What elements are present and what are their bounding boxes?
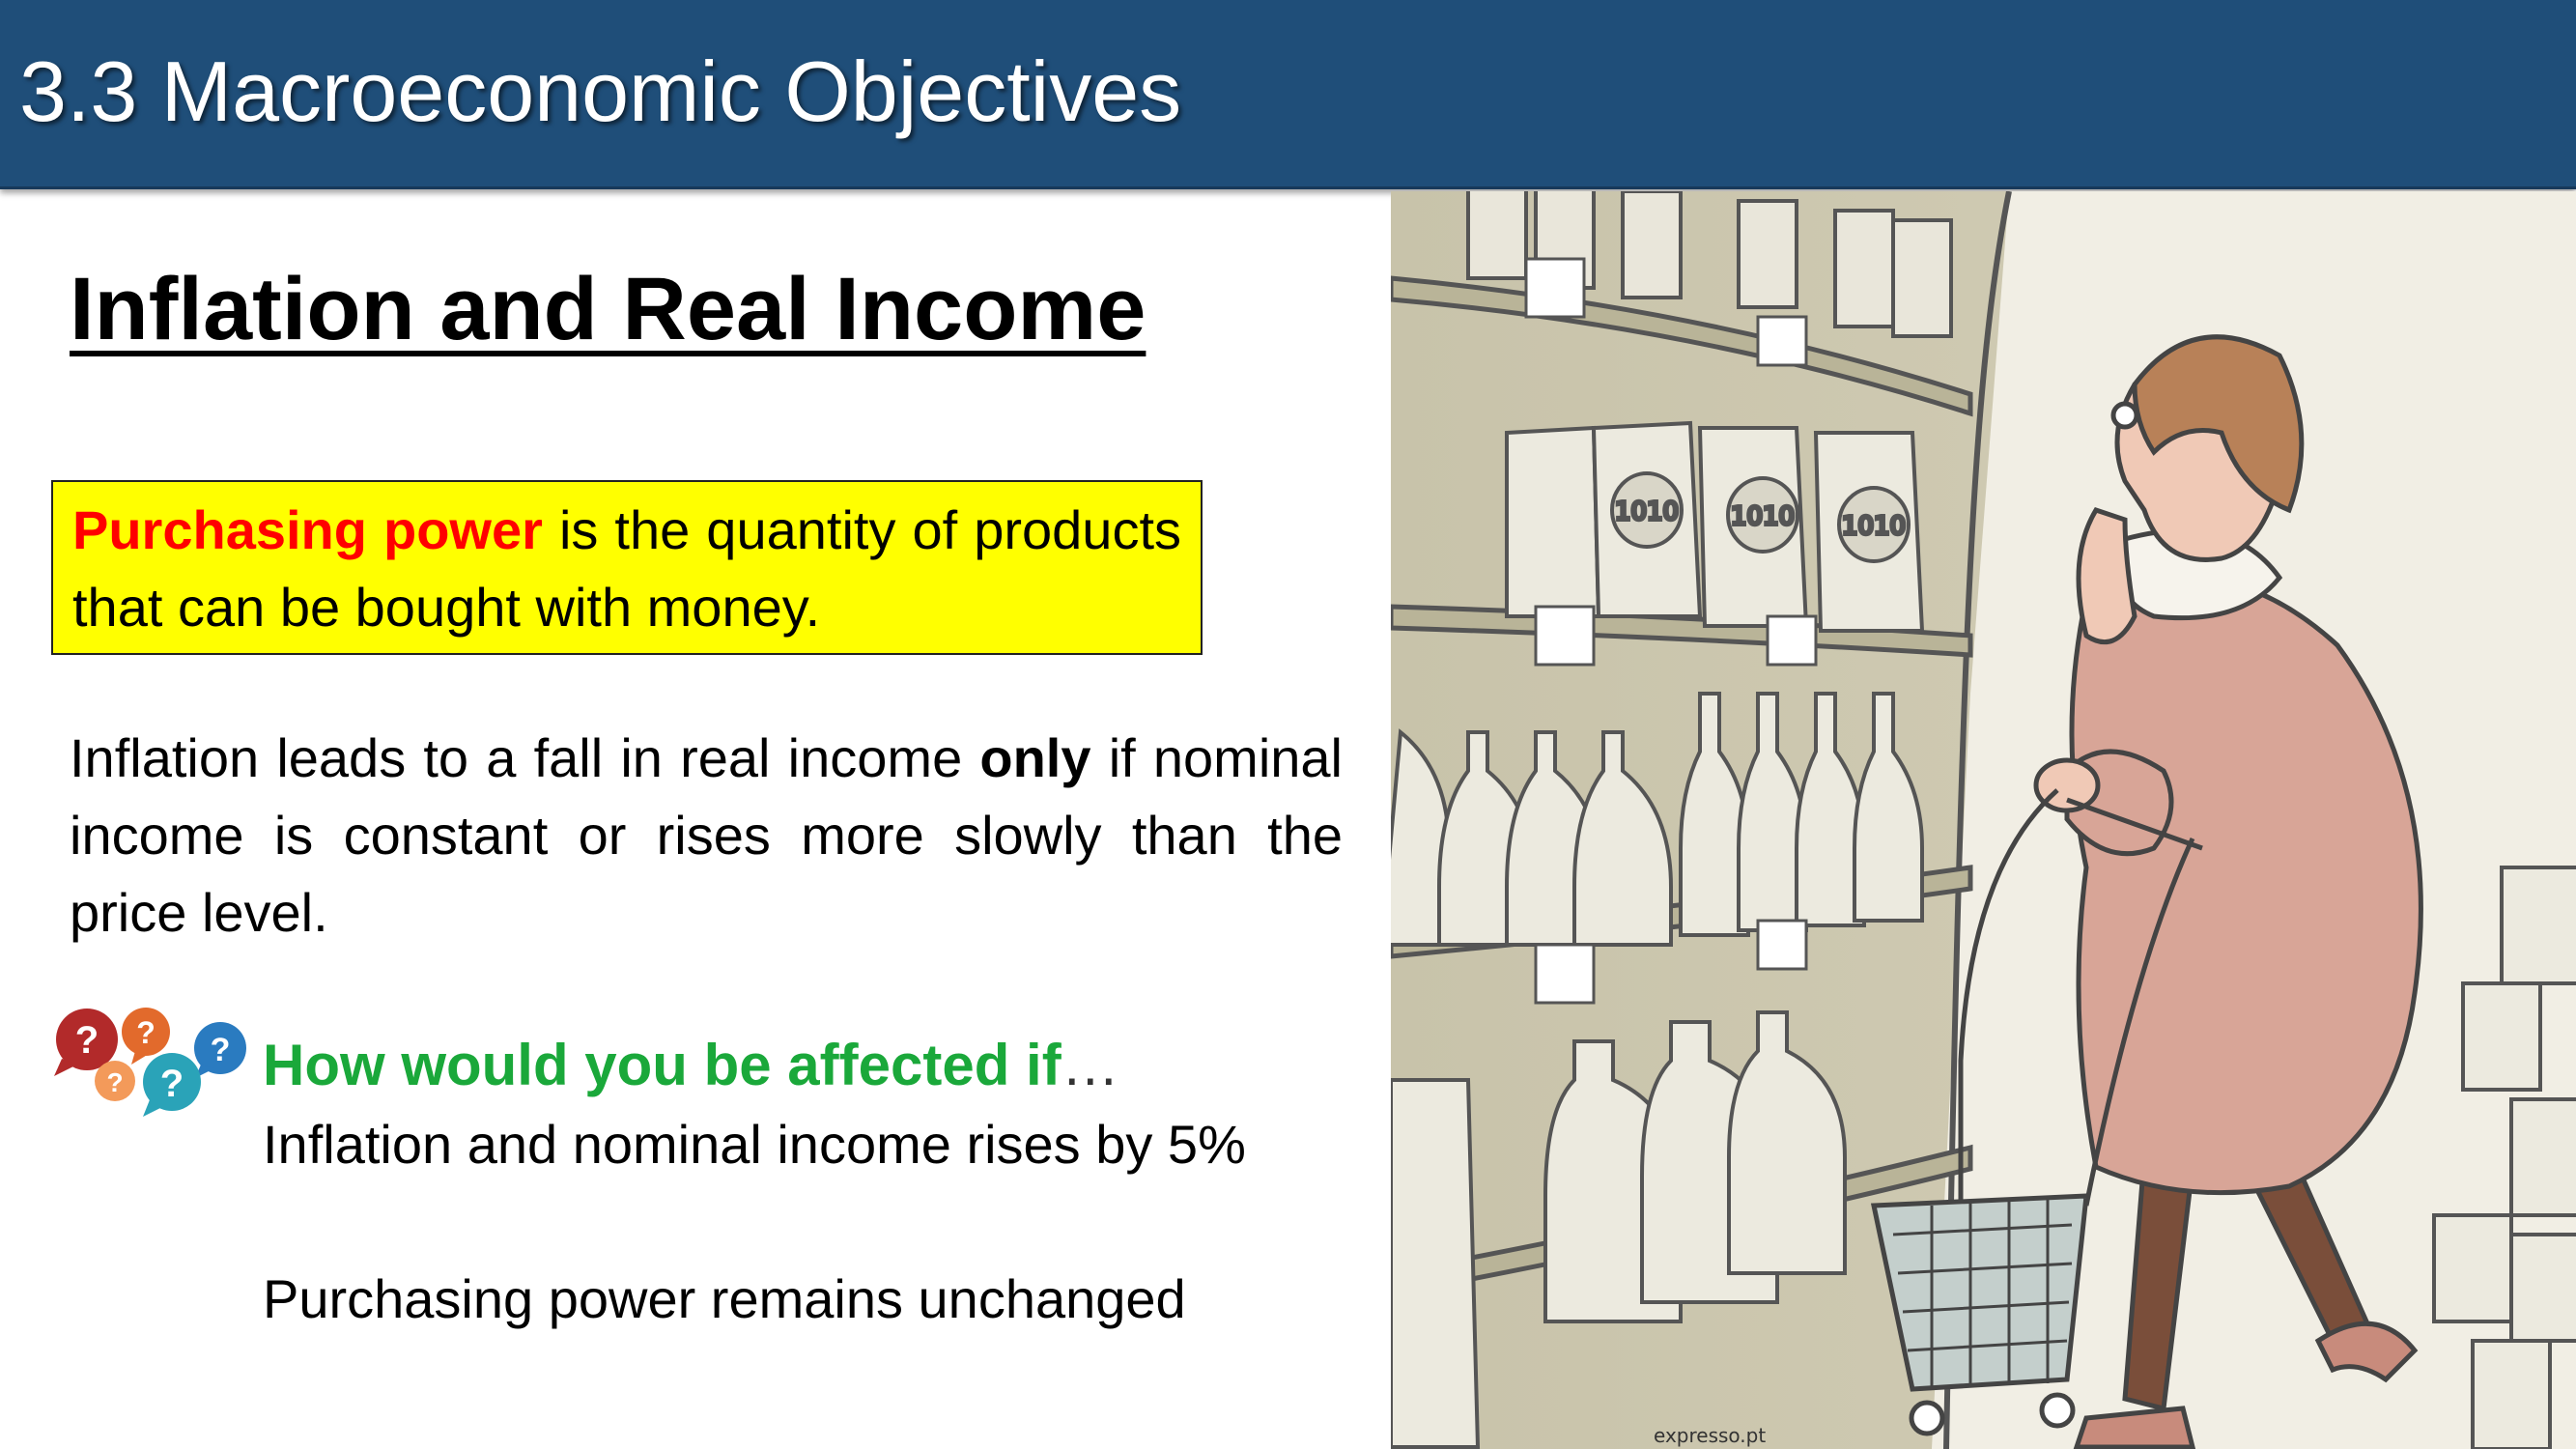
svg-text:?: ? (75, 1019, 99, 1062)
paragraph-emphasis: only (979, 727, 1091, 788)
slide-title: 3.3 Macroeconomic Objectives (19, 43, 1182, 139)
svg-text:1010: 1010 (1842, 512, 1906, 541)
question-bubbles-icon: ? ? ? ? ? (54, 1008, 246, 1117)
paragraph-part-2: if nominal income is constant or rises m… (70, 727, 1343, 943)
section-heading: Inflation and Real Income (70, 260, 1146, 358)
question-heading: How would you be affected if… (263, 1032, 1119, 1098)
scenario-line-2: Purchasing power remains unchanged (263, 1268, 1186, 1329)
shopper-cartoon-illustration: 1010 1010 1010 (1391, 191, 2576, 1449)
definition-box: Purchasing power is the quantity of prod… (51, 480, 1203, 655)
definition-text: is the quantity of products that can be … (72, 499, 1181, 638)
inflation-paragraph: Inflation leads to a fall in real income… (70, 720, 1343, 952)
svg-text:1010: 1010 (1731, 502, 1795, 531)
question-heading-text: How would you be affected if (263, 1033, 1062, 1097)
svg-text:?: ? (136, 1015, 156, 1050)
paragraph-part-1: Inflation leads to a fall in real income (70, 727, 980, 788)
title-bar: 3.3 Macroeconomic Objectives (0, 0, 2576, 189)
svg-text:expresso.pt: expresso.pt (1654, 1424, 1766, 1447)
question-ellipsis: … (1061, 1033, 1119, 1097)
svg-text:?: ? (211, 1032, 231, 1068)
svg-text:1010: 1010 (1615, 497, 1679, 526)
definition-keyword: Purchasing power (72, 499, 543, 560)
scenario-line-1: Inflation and nominal income rises by 5% (263, 1114, 1246, 1175)
svg-text:?: ? (160, 1063, 184, 1105)
svg-text:?: ? (106, 1067, 123, 1097)
